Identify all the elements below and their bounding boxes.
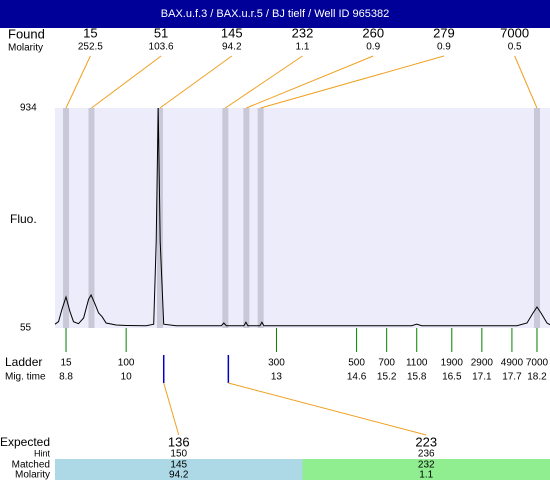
molarity-label: Molarity <box>15 470 50 480</box>
found-label: Found <box>8 26 45 41</box>
ladder-time: 10 <box>121 372 133 383</box>
found-size: 279 <box>433 25 455 40</box>
found-connector <box>246 55 374 109</box>
matched-molarity: 1.1 <box>419 470 433 480</box>
ladder-time: 15.8 <box>407 372 427 383</box>
found-band <box>533 108 540 328</box>
matched-molarity: 94.2 <box>169 470 189 480</box>
found-connector <box>260 55 445 109</box>
found-connector <box>225 55 303 109</box>
ladder-time: 17.1 <box>472 372 492 383</box>
hint-size: 236 <box>418 449 435 460</box>
hint-label: Hint <box>34 448 51 458</box>
ladder-size: 100 <box>118 358 135 369</box>
found-molarity: 252.5 <box>78 42 103 53</box>
expected-connector <box>163 382 180 436</box>
found-band <box>88 108 95 328</box>
ladder-size: 500 <box>348 358 365 369</box>
found-molarity: 0.9 <box>437 42 451 53</box>
ladder-time: 14.6 <box>347 372 367 383</box>
ladder-time: 15.2 <box>377 372 397 383</box>
ladder-time: 17.7 <box>502 372 522 383</box>
found-molarity-label: Molarity <box>8 43 43 54</box>
ladder-size: 2900 <box>471 358 494 369</box>
y-tick-label: 934 <box>20 103 37 114</box>
ladder-time: 18.2 <box>527 372 547 383</box>
expected-size: 136 <box>168 434 190 449</box>
matched-size: 232 <box>418 460 435 471</box>
ladder-time: 16.5 <box>442 372 462 383</box>
ladder-time: 8.8 <box>59 372 73 383</box>
plot-area <box>55 108 550 328</box>
ladder-size: 1900 <box>441 358 464 369</box>
title-bar <box>0 0 550 28</box>
found-molarity: 94.2 <box>222 42 242 53</box>
matched-cell <box>302 459 550 480</box>
y-axis-label: Fluo. <box>10 212 37 226</box>
expected-label: Expected <box>0 435 50 449</box>
found-band <box>243 108 250 328</box>
ladder-label: Ladder <box>5 355 42 369</box>
ladder-size: 7000 <box>526 358 549 369</box>
ladder-size: 1100 <box>406 358 428 369</box>
trace-line <box>54 107 550 327</box>
found-size: 51 <box>154 25 168 40</box>
expected-connector <box>228 382 427 436</box>
mig-time-label: Mig. time <box>5 372 46 383</box>
found-connector <box>514 55 538 109</box>
hint-size: 150 <box>170 449 187 460</box>
found-molarity: 103.6 <box>149 42 174 53</box>
found-size: 260 <box>362 25 384 40</box>
ladder-size: 700 <box>378 358 395 369</box>
ladder-time: 13 <box>271 372 283 383</box>
found-band <box>222 108 229 328</box>
found-connector <box>91 55 162 109</box>
found-size: 7000 <box>500 25 529 40</box>
matched-cell <box>55 459 303 480</box>
found-connector <box>159 55 233 109</box>
found-size: 15 <box>83 25 97 40</box>
found-molarity: 0.9 <box>366 42 380 53</box>
found-band <box>63 108 70 328</box>
ladder-size: 15 <box>60 358 72 369</box>
found-size: 232 <box>292 25 314 40</box>
found-size: 145 <box>221 25 243 40</box>
found-molarity: 0.5 <box>508 42 522 53</box>
found-connector <box>65 55 91 109</box>
ladder-size: 4900 <box>501 358 524 369</box>
y-tick-label: 55 <box>20 323 32 334</box>
expected-size: 223 <box>415 434 437 449</box>
title: BAX.u.f.3 / BAX.u.r.5 / BJ tielf / Well … <box>161 8 389 20</box>
found-molarity: 1.1 <box>296 42 310 53</box>
matched-size: 145 <box>170 460 187 471</box>
matched-label: Matched <box>12 460 50 471</box>
ladder-size: 300 <box>268 358 285 369</box>
found-band <box>257 108 264 328</box>
